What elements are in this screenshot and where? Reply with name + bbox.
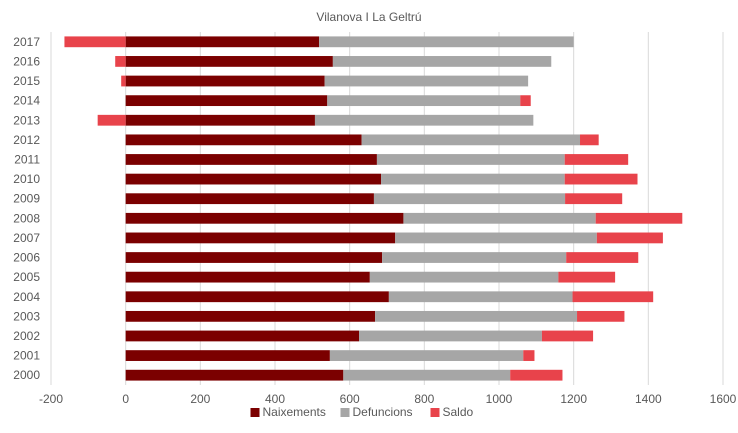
bar-defuncions-2004 (388, 291, 573, 303)
bar-naixements-2000 (125, 369, 344, 381)
bar-defuncions-2006 (382, 252, 567, 263)
bar-defuncions-2000 (343, 369, 511, 381)
bar-saldo-2009 (565, 193, 623, 205)
bar-naixements-2004 (125, 291, 389, 303)
bar-defuncions-2010 (381, 173, 565, 185)
bar-defuncions-2016 (332, 56, 552, 67)
category-label: 2016 (13, 54, 40, 68)
bar-defuncions-2017 (319, 36, 574, 48)
legend-swatch-saldo (430, 408, 440, 417)
x-tick-label: 800 (414, 392, 434, 406)
x-tick-label: -200 (39, 392, 63, 406)
category-label: 2015 (13, 74, 40, 88)
bar-saldo-2002 (541, 330, 594, 342)
category-label: 2002 (13, 329, 40, 343)
category-label: 2009 (13, 192, 40, 206)
x-tick-label: 1600 (710, 392, 737, 406)
bar-saldo-2016 (115, 56, 126, 67)
bar-saldo-2011 (564, 154, 629, 165)
bar-defuncions-2014 (327, 95, 521, 107)
bar-defuncions-2003 (375, 310, 578, 322)
bar-naixements-2002 (125, 330, 360, 342)
bar-saldo-2005 (558, 271, 616, 283)
bar-defuncions-2005 (369, 271, 559, 283)
x-tick-label: 400 (265, 392, 285, 406)
legend-label-naixements: Naixements (263, 405, 326, 419)
bar-naixements-2010 (125, 173, 382, 185)
category-label: 2012 (13, 133, 40, 147)
category-label: 2017 (13, 35, 40, 49)
category-label: 2014 (13, 94, 40, 108)
category-label: 2010 (13, 172, 40, 186)
bar-naixements-2012 (125, 134, 362, 146)
chart-title: Vilanova I La Geltrú (316, 10, 421, 24)
category-label: 2000 (13, 368, 40, 382)
bar-naixements-2011 (125, 154, 377, 165)
bar-naixements-2009 (125, 193, 374, 205)
x-tick-label: 1200 (560, 392, 587, 406)
x-tick-label: 200 (190, 392, 210, 406)
bar-saldo-2006 (566, 252, 639, 263)
gridlines (50, 32, 724, 385)
bar-defuncions-2011 (376, 154, 565, 165)
x-tick-label: 600 (340, 392, 360, 406)
category-label: 2005 (13, 270, 40, 284)
category-label: 2011 (14, 152, 40, 166)
bar-defuncions-2008 (403, 212, 596, 224)
bar-naixements-2006 (125, 252, 383, 263)
bar-naixements-2017 (125, 36, 320, 48)
category-label: 2001 (13, 349, 40, 363)
bar-naixements-2008 (125, 212, 404, 224)
bar-defuncions-2013 (314, 114, 534, 126)
legend-swatch-defuncions (340, 408, 350, 417)
bar-saldo-2004 (572, 291, 654, 303)
bar-naixements-2014 (125, 95, 328, 107)
bar-defuncions-2012 (361, 134, 581, 146)
bar-naixements-2015 (125, 75, 325, 87)
bar-saldo-2012 (580, 134, 599, 146)
bar-defuncions-2009 (373, 193, 566, 205)
bar-saldo-2013 (97, 114, 126, 126)
category-label: 2008 (13, 211, 40, 225)
bar-defuncions-2002 (359, 330, 542, 342)
bar-naixements-2013 (125, 114, 315, 126)
bar-naixements-2001 (125, 350, 330, 361)
bar-saldo-2010 (564, 173, 638, 185)
bar-naixements-2007 (125, 232, 396, 244)
legend-label-saldo: Saldo (443, 405, 474, 419)
x-tick-label: 1000 (486, 392, 513, 406)
bar-saldo-2008 (595, 212, 683, 224)
bar-naixements-2003 (125, 310, 376, 322)
x-axis-tick-labels: -200 0 200 400 600 800 1000 1200 1400 1600 (39, 392, 737, 406)
bar-saldo-2014 (520, 95, 531, 107)
bar-saldo-2000 (510, 369, 563, 381)
legend-swatch-naixements (250, 408, 260, 417)
x-tick-label: 0 (122, 392, 129, 406)
category-label: 2004 (13, 290, 40, 304)
category-label: 2013 (13, 113, 40, 127)
bar-naixements-2016 (125, 56, 333, 67)
category-label: 2007 (13, 231, 40, 245)
legend-label-defuncions: Defuncions (353, 405, 413, 419)
category-label: 2006 (13, 251, 40, 265)
bar-saldo-2001 (523, 350, 535, 361)
bar-defuncions-2007 (395, 232, 597, 244)
legend: Naixements Defuncions Saldo (250, 405, 474, 419)
bar-saldo-2015 (121, 75, 126, 87)
bar-naixements-2005 (125, 271, 370, 283)
bar-saldo-2007 (596, 232, 663, 244)
x-tick-label: 1400 (635, 392, 662, 406)
bar-defuncions-2015 (324, 75, 529, 87)
bar-saldo-2017 (64, 36, 126, 48)
category-label: 2003 (13, 309, 40, 323)
category-labels: 2017 2016 2015 2014 2013 2012 2011 2010 2009 2008… (13, 35, 40, 382)
bar-defuncions-2001 (329, 350, 524, 361)
bar-saldo-2003 (577, 310, 625, 322)
bars (64, 36, 683, 381)
